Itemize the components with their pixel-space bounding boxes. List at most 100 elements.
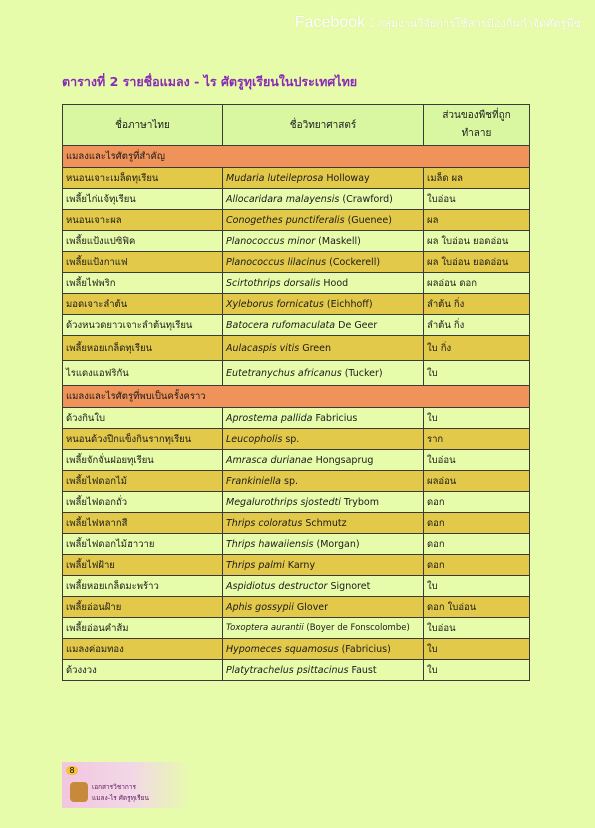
species-name: Xyleborus fornicatus [226,298,324,310]
thai-name-cell: เพลี้ยอ่อนฝ้าย [62,596,223,618]
species-name: Amrasca durianae [226,454,313,466]
thai-name-cell: เพลี้ยแป้งแปซิฟิค [62,230,223,252]
thai-name-cell: มอดเจาะลำต้น [62,293,223,315]
footer-line-2: แมลง-ไร ศัตรูทุเรียน [92,794,149,802]
table-row: หนอนเจาะเมล็ดทุเรียน Mudaria luteileprosa… [62,167,530,189]
species-name: Batocera rufomaculata [226,319,336,331]
thai-name-cell: หนอนเจาะเมล็ดทุเรียน [62,167,223,189]
table-row: ไรแดงแอฟริกัน Eutetranychus africanus (Tu… [62,360,530,386]
plant-part-cell: ใบอ่อน [423,617,530,639]
header-thai-name: ชื่อภาษาไทย [62,104,223,146]
species-author: sp. [284,475,298,487]
footer-thumbnail [70,782,88,802]
thai-name-cell: ด้วงหนวดยาวเจาะลำต้นทุเรียน [62,314,223,336]
plant-part-cell: ใบ [423,360,530,386]
table-row: เพลี้ยไฟดอกไม้ฮาวาย Thrips hawaiiensis (M… [62,533,530,555]
thai-name-cell: เพลี้ยจักจั่นฝอยทุเรียน [62,449,223,471]
section-header-row: แมลงและไรศัตรูที่สำคัญ [62,145,530,168]
scientific-name-cell: Platytrachelus psittacinus Faust [222,659,424,681]
species-author: Hongsaprug [315,454,374,466]
thai-name-cell: เพลี้ยไฟฝ้าย [62,554,223,576]
footer-line-1: เอกสารวิชาการ [92,783,136,791]
section-title: แมลงและไรศัตรูที่สำคัญ [62,145,530,168]
scientific-name-cell: Thrips hawaiiensis (Morgan) [222,533,424,555]
plant-part-cell: ราก [423,428,530,450]
thai-name-cell: เพลี้ยไฟพริก [62,272,223,294]
species-author: (Morgan) [316,538,360,550]
plant-part-cell: ใบ [423,575,530,597]
species-author: (Guenee) [347,214,392,226]
scientific-name-cell: Planococcus minor (Maskell) [222,230,424,252]
plant-part-cell: ใบ [423,407,530,429]
thai-name-cell: เพลี้ยไฟดอกไม้ [62,470,223,492]
species-author: Fabricius [315,412,358,424]
header-plant-part: ส่วนของพืชที่ถูก ทำลาย [423,104,530,146]
scientific-name-cell: Aphis gossypii Glover [222,596,424,618]
species-author: De Geer [338,319,378,331]
species-name: Frankiniella [226,475,281,487]
pest-table: ชื่อภาษาไทย ชื่อวิทยาศาสตร์ ส่วนของพืชที… [62,104,530,681]
species-name: Toxoptera aurantii [226,623,304,633]
scientific-name-cell: Aspidiotus destructor Signoret [222,575,424,597]
thai-name-cell: เพลี้ยไก่แจ้ทุเรียน [62,188,223,210]
thai-name-cell: ไรแดงแอฟริกัน [62,360,223,386]
section-header-row: แมลงและไรศัตรูที่พบเป็นครั้งคราว [62,385,530,408]
page-number: 8 [66,766,78,775]
footer-badge: 8 เอกสารวิชาการ แมลง-ไร ศัตรูทุเรียน [62,762,192,808]
species-name: Thrips palmi [226,559,285,571]
plant-part-cell: ใบ [423,638,530,660]
thai-name-cell: เพลี้ยไฟหลากสี [62,512,223,534]
plant-part-cell: ผล [423,209,530,231]
table-row: แมลงค่อมทอง Hypomeces squamosus (Fabriciu… [62,638,530,660]
table-row: ด้วงหนวดยาวเจาะลำต้นทุเรียน Batocera rufo… [62,314,530,336]
facebook-label: Facebook : [294,14,375,31]
species-author: sp. [285,433,300,445]
header-plant-part-text: ส่วนของพืชที่ถูก ทำลาย [442,110,511,139]
plant-part-cell: ผล ใบอ่อน ยอดอ่อน [423,230,530,252]
thai-name-cell: หนอนด้วงปีกแข็งกินรากทุเรียน [62,428,223,450]
table-row: เพลี้ยอ่อนฝ้าย Aphis gossypii Glover ดอก ใ… [62,596,530,618]
plant-part-cell: ใบ กิ่ง [423,335,530,361]
species-author: Hood [323,277,349,289]
thai-name-cell: แมลงค่อมทอง [62,638,223,660]
table-row: เพลี้ยไฟฝ้าย Thrips palmi Karny ดอก [62,554,530,576]
plant-part-cell: ใบอ่อน [423,449,530,471]
scientific-name-cell: Planococcus lilacinus (Cockerell) [222,251,424,273]
species-author: Holloway [326,172,370,184]
table-body: แมลงและไรศัตรูที่สำคัญ หนอนเจาะเมล็ดทุเรี… [62,145,530,681]
scientific-name-cell: Aprostema pallida Fabricius [222,407,424,429]
thai-name-cell: เพลี้ยไฟดอกไม้ฮาวาย [62,533,223,555]
scientific-name-cell: Frankiniella sp. [222,470,424,492]
scientific-name-cell: Scirtothrips dorsalis Hood [222,272,424,294]
species-name: Thrips hawaiiensis [226,538,314,550]
scientific-name-cell: Leucopholis sp. [222,428,424,450]
scientific-name-cell: Thrips coloratus Schmutz [222,512,424,534]
plant-part-cell: ดอก ใบอ่อน [423,596,530,618]
plant-part-cell: ลำต้น กิ่ง [423,314,530,336]
group-name: กลุ่มงานวิจัยการใช้สารป้องกันกำจัดศัตรูพ… [377,17,581,30]
scientific-name-cell: Batocera rufomaculata De Geer [222,314,424,336]
plant-part-cell: ผลอ่อน [423,470,530,492]
species-name: Hypomeces squamosus [226,643,339,655]
thai-name-cell: ด้วงกินใบ [62,407,223,429]
section-title: แมลงและไรศัตรูที่พบเป็นครั้งคราว [62,385,530,408]
plant-part-cell: ใบอ่อน [423,188,530,210]
table-row: เพลี้ยไฟดอกถั่ว Megalurothrips sjostedti … [62,491,530,513]
scientific-name-cell: Amrasca durianae Hongsaprug [222,449,424,471]
table-header-row: ชื่อภาษาไทย ชื่อวิทยาศาสตร์ ส่วนของพืชที… [62,104,530,146]
scientific-name-cell: Hypomeces squamosus (Fabricius) [222,638,424,660]
plant-part-cell: ผลอ่อน ดอก [423,272,530,294]
species-name: Aprostema pallida [226,412,313,424]
thai-name-cell: เพลี้ยหอยเกล็ดทุเรียน [62,335,223,361]
table-row: หนอนด้วงปีกแข็งกินรากทุเรียน Leucopholis … [62,428,530,450]
scientific-name-cell: Aulacaspis vitis Green [222,335,424,361]
header-scientific-name: ชื่อวิทยาศาสตร์ [222,104,424,146]
table-title: ตารางที่ 2 รายชื่อแมลง - ไร ศัตรูทุเรียน… [62,74,358,89]
species-author: Schmutz [305,517,347,529]
species-author: (Boyer de Fonscolombe) [306,623,410,633]
scientific-name-cell: Eutetranychus africanus (Tucker) [222,360,424,386]
scientific-name-cell: Allocaridara malayensis (Crawford) [222,188,424,210]
table-row: เพลี้ยอ่อนคำส้ม Toxoptera aurantii (Boyer… [62,617,530,639]
species-author: Signoret [330,580,371,592]
scientific-name-cell: Mudaria luteileprosa Holloway [222,167,424,189]
